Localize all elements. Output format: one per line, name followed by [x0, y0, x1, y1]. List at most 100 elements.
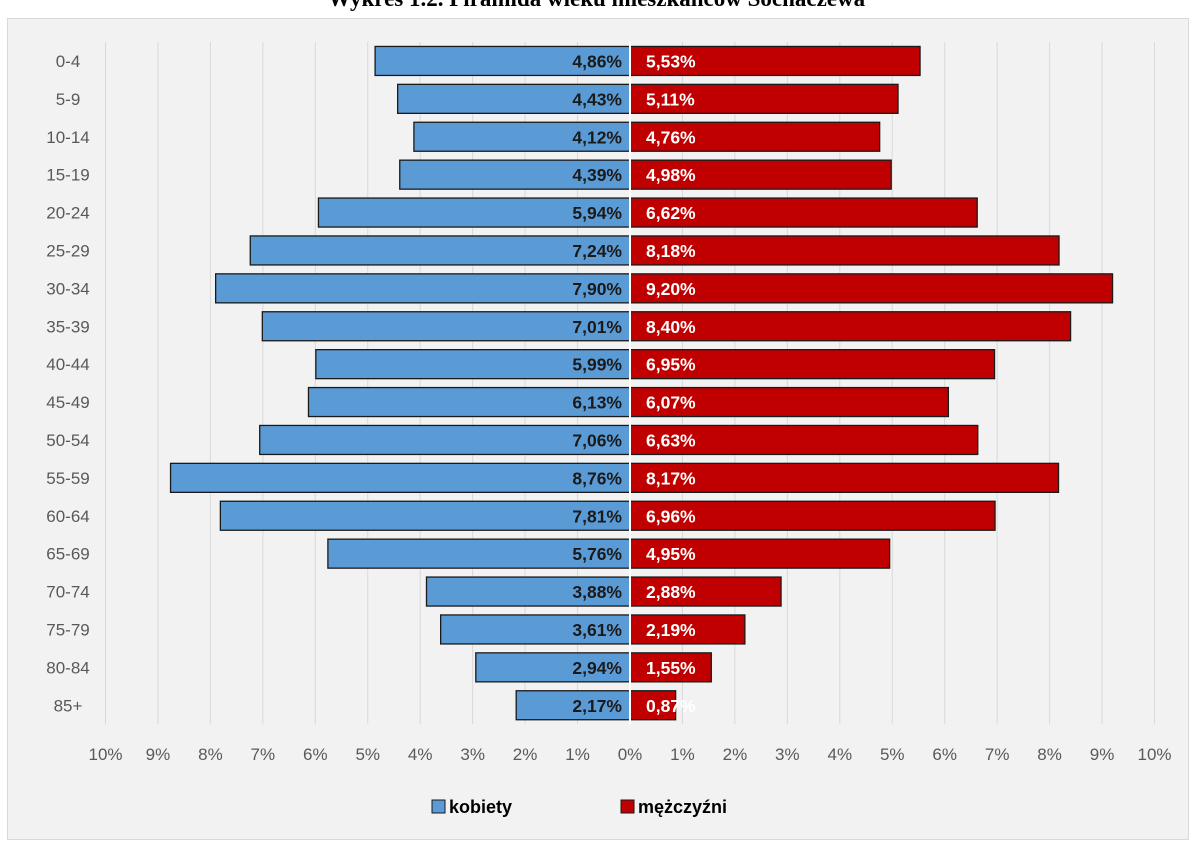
- data-label-mezczyzni: 9,20%: [646, 279, 696, 299]
- y-tick-label: 55-59: [46, 469, 89, 488]
- data-label-mezczyzni: 6,62%: [646, 203, 696, 223]
- data-label-mezczyzni: 2,88%: [646, 582, 696, 602]
- data-label-mezczyzni: 4,98%: [646, 165, 696, 185]
- data-label-mezczyzni: 8,40%: [646, 317, 696, 337]
- bar-mezczyzni: [629, 197, 978, 228]
- data-label-kobiety: 4,39%: [572, 165, 622, 185]
- bar-mezczyzni: [629, 462, 1060, 494]
- bar-mezczyzni: [629, 159, 892, 190]
- bar-mezczyzni: [629, 690, 677, 721]
- data-label-mezczyzni: 6,95%: [646, 355, 696, 375]
- bar-mezczyzni: [629, 273, 1114, 304]
- y-tick-label: 15-19: [46, 166, 89, 185]
- x-tick-label: 6%: [932, 745, 957, 764]
- data-label-kobiety: 5,94%: [572, 203, 622, 223]
- bar-mezczyzni: [629, 83, 899, 114]
- data-label-kobiety: 7,01%: [572, 317, 622, 337]
- x-tick-label: 2%: [723, 745, 748, 764]
- data-label-kobiety: 4,86%: [572, 51, 622, 71]
- legend-label-mezczyzni: mężczyźni: [638, 797, 727, 817]
- y-tick-label: 40-44: [46, 355, 89, 374]
- bar-kobiety: [169, 462, 631, 494]
- bar-mezczyzni: [629, 538, 891, 569]
- data-label-kobiety: 2,17%: [572, 696, 622, 716]
- data-label-kobiety: 7,24%: [572, 241, 622, 261]
- legend-swatch-mezczyzni: [620, 799, 635, 814]
- bar-mezczyzni: [629, 652, 712, 683]
- x-tick-label: 9%: [1090, 745, 1115, 764]
- y-tick-label: 80-84: [46, 658, 89, 677]
- bar-kobiety: [515, 690, 631, 721]
- x-tick-label: 8%: [1037, 745, 1062, 764]
- y-tick-label: 70-74: [46, 583, 89, 602]
- data-label-kobiety: 2,94%: [572, 658, 622, 678]
- data-label-mezczyzni: 5,11%: [646, 89, 695, 109]
- x-tick-label: 3%: [775, 745, 800, 764]
- data-label-kobiety: 7,81%: [572, 506, 622, 526]
- y-tick-label: 35-39: [46, 317, 89, 336]
- data-label-mezczyzni: 2,19%: [646, 620, 696, 640]
- x-tick-label: 8%: [198, 745, 223, 764]
- x-tick-label: 9%: [146, 745, 171, 764]
- data-label-mezczyzni: 4,95%: [646, 544, 696, 564]
- y-tick-label: 5-9: [56, 90, 81, 109]
- data-label-mezczyzni: 1,55%: [646, 658, 696, 678]
- bar-mezczyzni: [629, 235, 1060, 266]
- x-tick-label: 6%: [303, 745, 328, 764]
- bar-kobiety: [317, 197, 631, 228]
- data-label-kobiety: 4,43%: [572, 89, 622, 109]
- x-tick-label: 2%: [513, 745, 538, 764]
- bar-kobiety: [214, 273, 631, 304]
- bar-kobiety: [399, 159, 631, 190]
- bar-mezczyzni: [629, 614, 746, 645]
- y-tick-label: 0-4: [56, 52, 81, 71]
- x-tick-label: 10%: [1137, 745, 1171, 764]
- data-label-mezczyzni: 4,76%: [646, 127, 696, 147]
- data-label-kobiety: 7,90%: [572, 279, 622, 299]
- data-label-kobiety: 3,88%: [572, 582, 622, 602]
- x-tick-label: 1%: [670, 745, 695, 764]
- bar-kobiety: [425, 576, 631, 607]
- x-tick-label: 5%: [880, 745, 905, 764]
- x-tick-label: 10%: [88, 745, 122, 764]
- y-tick-label: 10-14: [46, 128, 89, 147]
- data-label-kobiety: 7,06%: [572, 430, 622, 450]
- data-label-mezczyzni: 6,96%: [646, 506, 696, 526]
- y-tick-label: 45-49: [46, 393, 89, 412]
- legend-swatch-kobiety: [431, 799, 446, 814]
- data-label-mezczyzni: 5,53%: [646, 51, 696, 71]
- x-tick-label: 1%: [565, 745, 590, 764]
- y-tick-label: 25-29: [46, 241, 89, 260]
- data-label-mezczyzni: 6,07%: [646, 393, 696, 413]
- bar-kobiety: [219, 500, 631, 531]
- bar-mezczyzni: [629, 424, 979, 456]
- bar-mezczyzni: [629, 500, 996, 531]
- x-tick-label: 7%: [985, 745, 1010, 764]
- data-label-mezczyzni: 8,17%: [646, 468, 696, 488]
- data-label-kobiety: 5,99%: [572, 355, 622, 375]
- y-tick-label: 60-64: [46, 507, 89, 526]
- bar-kobiety: [315, 348, 631, 380]
- bar-mezczyzni: [629, 311, 1072, 342]
- data-label-mezczyzni: 6,63%: [646, 430, 696, 450]
- bar-mezczyzni: [629, 348, 996, 380]
- data-label-kobiety: 3,61%: [572, 620, 622, 640]
- data-label-mezczyzni: 0,87%: [646, 696, 696, 716]
- y-tick-label: 75-79: [46, 620, 89, 639]
- y-tick-label: 20-24: [46, 204, 89, 223]
- data-label-kobiety: 8,76%: [572, 468, 622, 488]
- y-tick-label: 65-69: [46, 545, 89, 564]
- data-label-kobiety: 4,12%: [572, 127, 622, 147]
- data-label-kobiety: 5,76%: [572, 544, 622, 564]
- x-tick-label: 7%: [251, 745, 276, 764]
- x-tick-label: 4%: [408, 745, 433, 764]
- data-label-kobiety: 6,13%: [572, 393, 622, 413]
- x-tick-label: 3%: [460, 745, 485, 764]
- x-tick-label: 0%: [618, 745, 643, 764]
- bar-mezczyzni: [629, 576, 782, 607]
- x-tick-label: 4%: [828, 745, 853, 764]
- bar-kobiety: [307, 386, 631, 418]
- y-tick-label: 30-34: [46, 279, 89, 298]
- bar-kobiety: [327, 538, 631, 569]
